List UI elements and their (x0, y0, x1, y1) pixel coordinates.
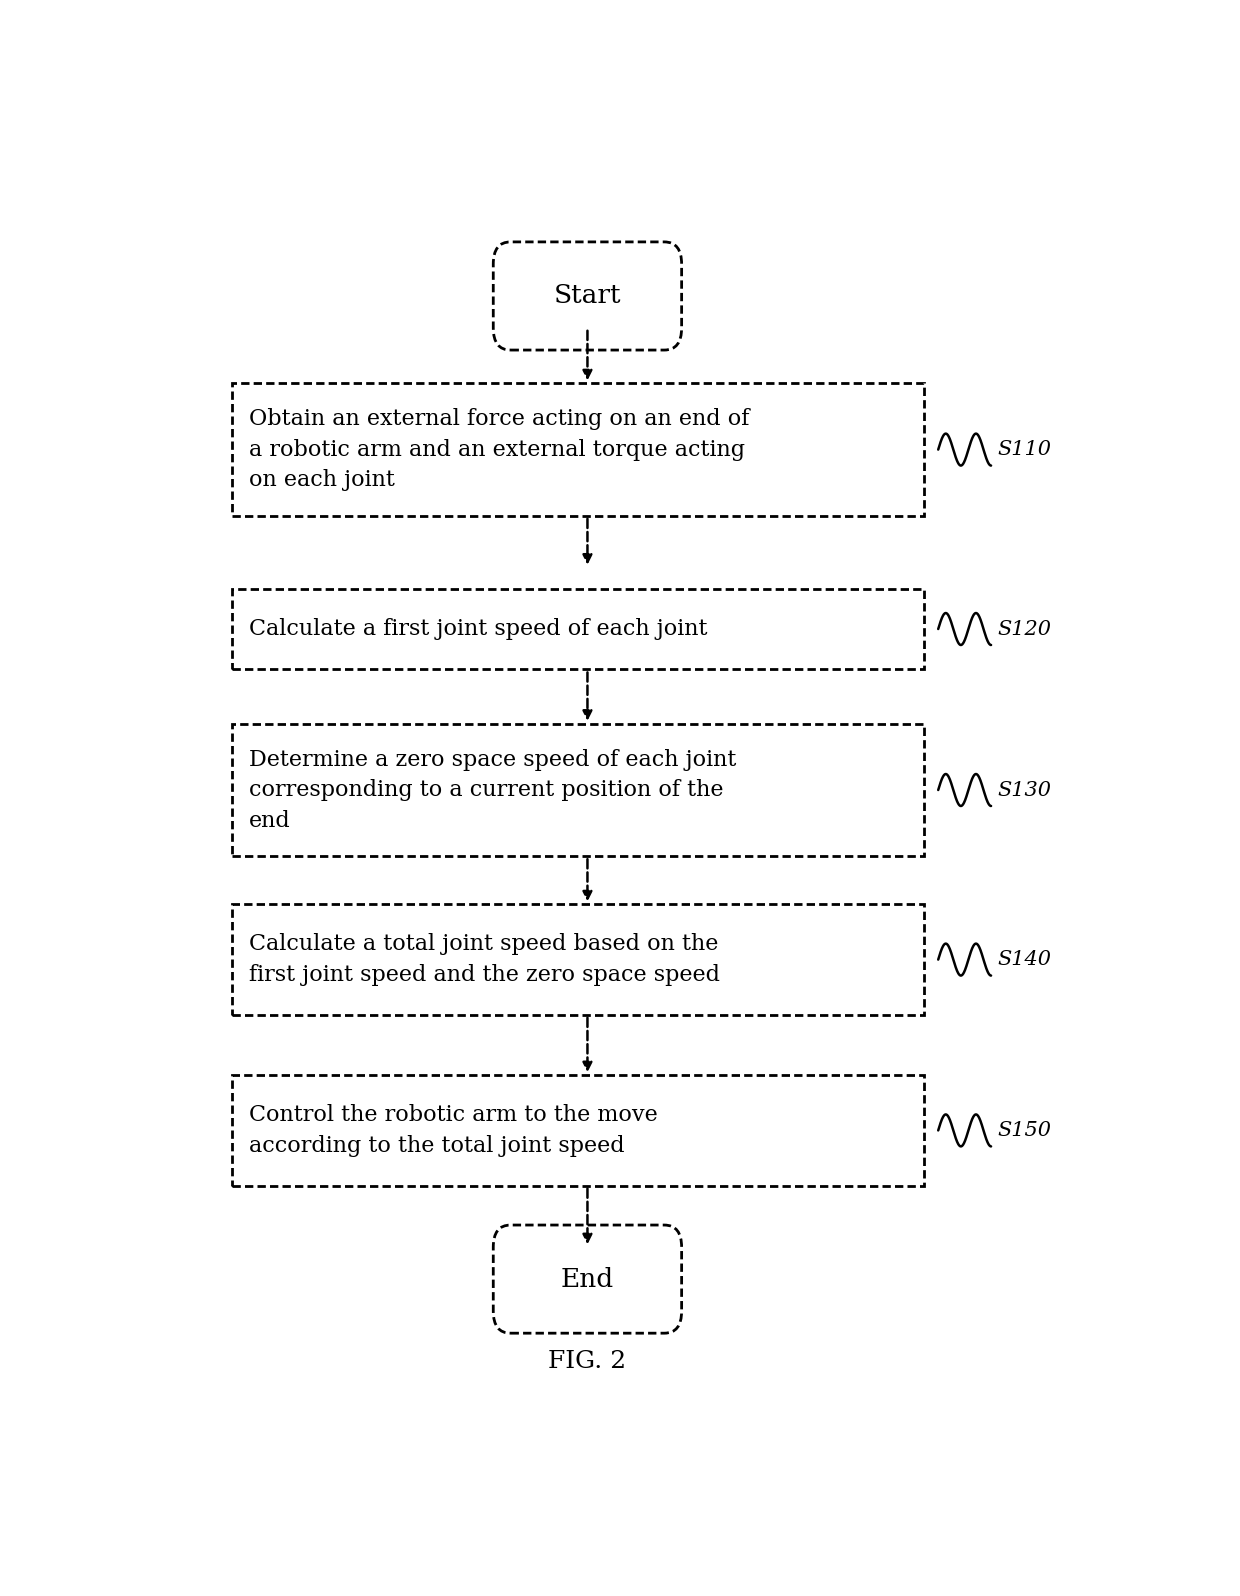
Text: End: End (560, 1267, 614, 1291)
Text: Control the robotic arm to the move
according to the total joint speed: Control the robotic arm to the move acco… (249, 1104, 658, 1157)
Text: S140: S140 (998, 950, 1052, 969)
Text: S130: S130 (998, 780, 1052, 800)
Text: Determine a zero space speed of each joint
corresponding to a current position o: Determine a zero space speed of each joi… (249, 749, 737, 832)
FancyBboxPatch shape (232, 723, 924, 857)
Text: S150: S150 (998, 1120, 1052, 1140)
Text: Obtain an external force acting on an end of
a robotic arm and an external torqu: Obtain an external force acting on an en… (249, 409, 749, 492)
FancyBboxPatch shape (494, 243, 682, 350)
Text: Calculate a total joint speed based on the
first joint speed and the zero space : Calculate a total joint speed based on t… (249, 934, 720, 986)
FancyBboxPatch shape (494, 1226, 682, 1333)
Text: FIG. 2: FIG. 2 (548, 1350, 626, 1373)
FancyBboxPatch shape (232, 383, 924, 516)
FancyBboxPatch shape (232, 589, 924, 669)
Text: Calculate a first joint speed of each joint: Calculate a first joint speed of each jo… (249, 618, 708, 640)
FancyBboxPatch shape (232, 905, 924, 1015)
Text: Start: Start (554, 284, 621, 308)
Text: S120: S120 (998, 619, 1052, 638)
Text: S110: S110 (998, 440, 1052, 460)
FancyBboxPatch shape (232, 1076, 924, 1186)
